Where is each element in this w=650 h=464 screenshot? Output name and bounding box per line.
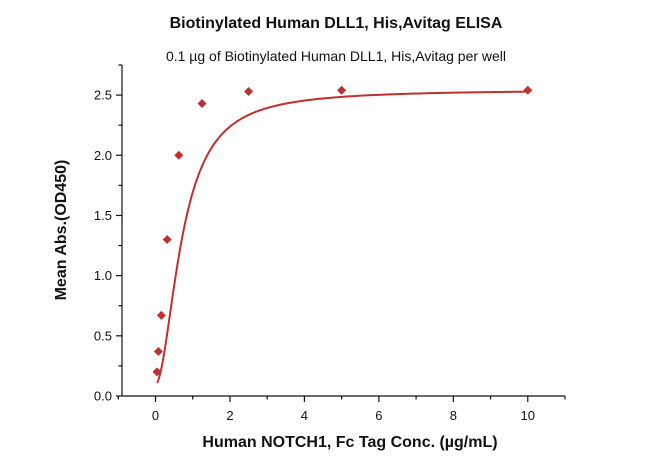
x-tick-label: 8	[450, 408, 457, 423]
data-point	[153, 346, 163, 356]
x-tick-label: 6	[375, 408, 382, 423]
data-point	[152, 367, 162, 377]
y-tick-label: 2.0	[94, 148, 112, 163]
data-point	[197, 99, 207, 109]
y-tick-label: 0.0	[94, 389, 112, 404]
y-axis-label: Mean Abs.(OD450)	[53, 160, 70, 301]
x-ticks: 0 2 4 6 8 10	[117, 396, 566, 423]
y-tick-label: 0.5	[94, 328, 112, 343]
y-ticks: 0.0 0.5 1.0 1.5 2.0 2.5	[94, 64, 122, 404]
y-tick-label: 1.5	[94, 208, 112, 223]
chart-subtitle: 0.1 µg of Biotinylated Human DLL1, His,A…	[166, 48, 506, 64]
x-tick-label: 4	[301, 408, 308, 423]
data-point	[244, 86, 254, 96]
y-tick-label: 2.5	[94, 88, 112, 103]
data-points	[152, 85, 533, 377]
x-tick-label: 10	[521, 408, 535, 423]
data-point	[174, 150, 184, 160]
data-point	[523, 85, 533, 95]
chart-title: Biotinylated Human DLL1, His,Avitag ELIS…	[170, 15, 503, 32]
fit-curve	[156, 90, 528, 384]
data-point	[337, 85, 347, 95]
data-point	[156, 310, 166, 320]
x-tick-label: 2	[226, 408, 233, 423]
data-point	[162, 235, 172, 245]
y-tick-label: 1.0	[94, 268, 112, 283]
x-tick-label: 0	[152, 408, 159, 423]
axes	[121, 65, 565, 397]
x-axis-label: Human NOTCH1, Fc Tag Conc. (µg/mL)	[202, 434, 497, 451]
